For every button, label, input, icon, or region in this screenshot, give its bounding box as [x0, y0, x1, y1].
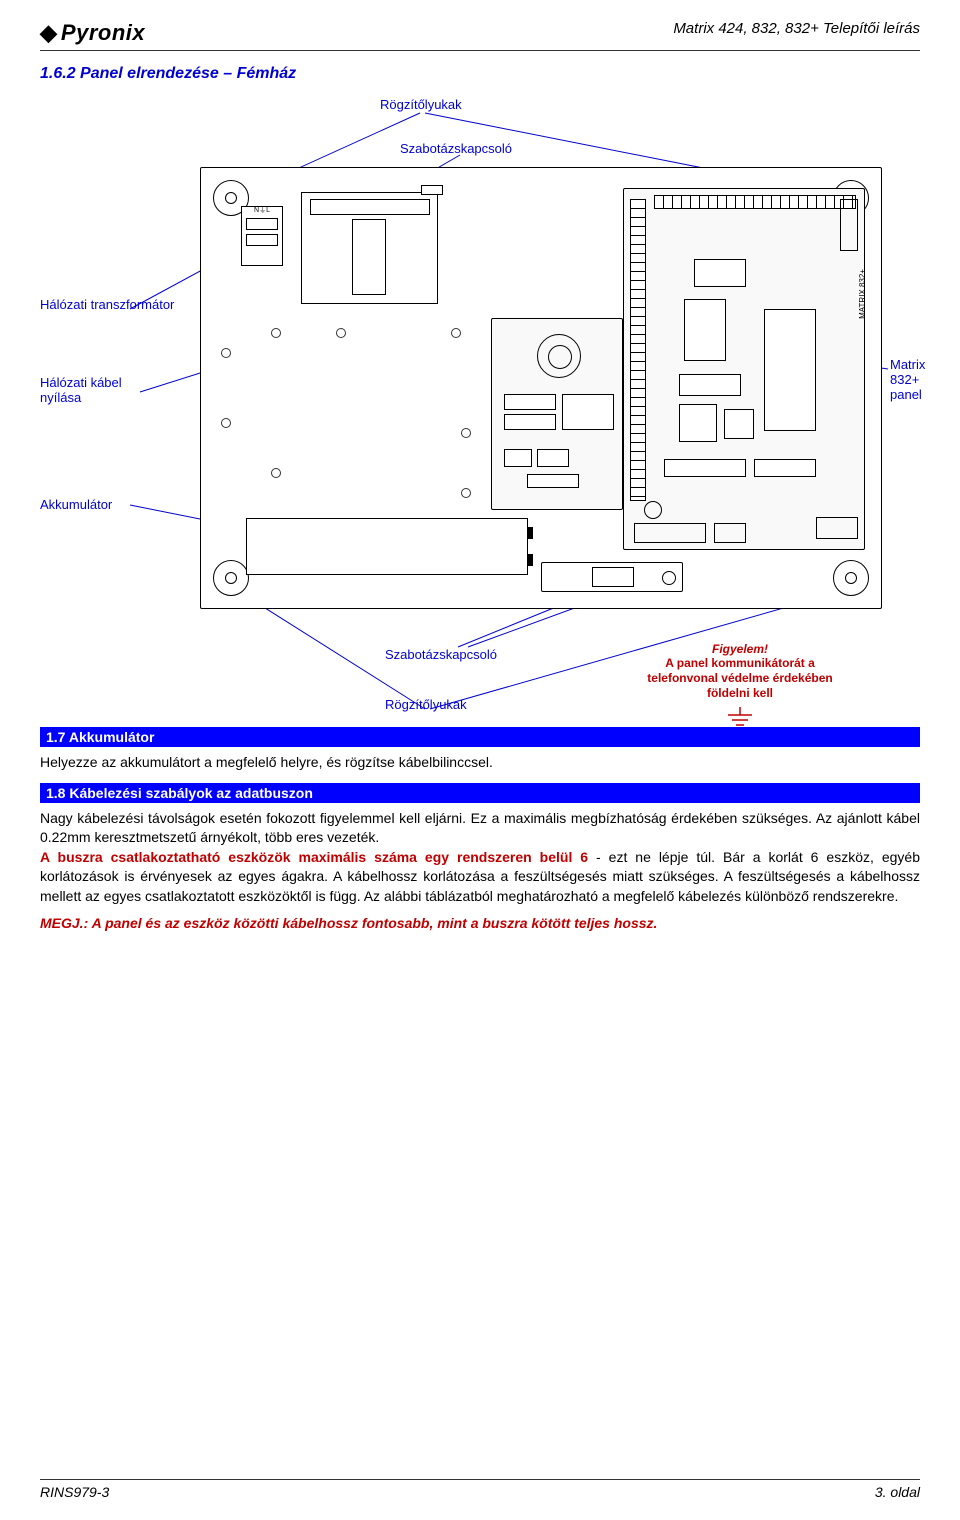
- chip: [504, 449, 532, 467]
- connector: [634, 523, 706, 543]
- warning-l1: A panel kommunikátorát a: [610, 656, 870, 671]
- terminal-strip-top: [654, 195, 856, 209]
- ic: [664, 459, 746, 477]
- callout-mains-entry: Hálózati kábel nyílása: [40, 375, 190, 405]
- knockout: [336, 328, 346, 338]
- ic: [724, 409, 754, 439]
- ic-large: [764, 309, 816, 431]
- enclosure-outline: N⏚L: [200, 167, 882, 609]
- callout-mount-bottom: Rögzítőlyukak: [385, 697, 467, 712]
- mains-label: N⏚L: [242, 207, 282, 214]
- speaker-inner: [548, 345, 572, 369]
- chip: [527, 474, 579, 488]
- page-header: ◆ Pyronix Matrix 424, 832, 832+ Telepítő…: [40, 20, 920, 51]
- callout-battery: Akkumulátor: [40, 497, 112, 512]
- tamper-lever: [592, 567, 634, 587]
- ic: [679, 374, 741, 396]
- mount-hole-br: [833, 560, 869, 596]
- battery-outline: [246, 518, 528, 575]
- section-18-note: MEGJ.: A panel és az eszköz közötti kábe…: [40, 915, 920, 931]
- page: ◆ Pyronix Matrix 424, 832, 832+ Telepítő…: [0, 0, 960, 1520]
- chip: [504, 394, 556, 410]
- ic: [694, 259, 746, 287]
- callout-mount-top: Rögzítőlyukak: [380, 97, 462, 112]
- component-cap: [644, 501, 662, 519]
- chip: [537, 449, 569, 467]
- section-18-p1: Nagy kábelezési távolságok esetén fokozo…: [40, 809, 920, 907]
- warning-l3: földelni kell: [610, 686, 870, 701]
- voice-module-pcb: [491, 318, 623, 510]
- battery-terminal: [527, 527, 533, 539]
- transformer: [301, 192, 438, 304]
- sec18-p1-red: A buszra csatlakoztatható eszközök maxim…: [40, 849, 588, 865]
- tamper-switch-top: [421, 185, 443, 195]
- section-18-bar: 1.8 Kábelezési szabályok az adatbuszon: [40, 783, 920, 803]
- logo-text: Pyronix: [61, 20, 145, 46]
- footer-right: 3. oldal: [875, 1484, 920, 1500]
- pcb-label: MATRIX 832+: [858, 269, 867, 319]
- callout-main-panel: Matrix 832+ panel: [890, 357, 925, 402]
- section-17-text: Helyezze az akkumulátort a megfelelő hel…: [40, 753, 920, 773]
- callout-mainpanel-l2: panel: [890, 387, 925, 402]
- logo-mark-icon: ◆: [40, 20, 57, 46]
- page-footer: RINS979-3 3. oldal: [40, 1479, 920, 1500]
- tamper-switch-bottom: [541, 562, 683, 592]
- panel-diagram: Rögzítőlyukak Szabotázskapcsoló Hálózati…: [40, 97, 920, 717]
- knockout: [451, 328, 461, 338]
- battery-terminal: [527, 554, 533, 566]
- chip: [504, 414, 556, 430]
- callout-mains-xfmr: Hálózati transzformátor: [40, 297, 190, 312]
- tamper-contact: [662, 571, 676, 585]
- main-panel-pcb: MATRIX 832+: [623, 188, 865, 550]
- footer-left: RINS979-3: [40, 1484, 109, 1500]
- section-162-title: 1.6.2 Panel elrendezése – Fémház: [40, 65, 920, 83]
- callout-tamper-bottom: Szabotázskapcsoló: [385, 647, 497, 662]
- callout-tamper-top: Szabotázskapcsoló: [400, 141, 512, 156]
- terminal-row: [246, 234, 278, 246]
- knockout: [221, 348, 231, 358]
- ic: [754, 459, 816, 477]
- knockout: [461, 428, 471, 438]
- chip: [562, 394, 614, 430]
- ground-icon: [725, 707, 755, 731]
- ic: [684, 299, 726, 361]
- speaker-icon: [537, 334, 581, 378]
- knockout: [271, 328, 281, 338]
- terminal-block: [840, 199, 858, 251]
- knockout: [271, 468, 281, 478]
- terminal-strip-left: [630, 199, 646, 501]
- mains-terminal: N⏚L: [241, 206, 283, 266]
- callout-mains-entry-l1: Hálózati kábel: [40, 375, 190, 390]
- terminal-row: [246, 218, 278, 230]
- warning-box: Figyelem! A panel kommunikátorát a telef…: [610, 642, 870, 701]
- connector: [714, 523, 746, 543]
- warning-title: Figyelem!: [610, 642, 870, 656]
- knockout: [221, 418, 231, 428]
- doc-title: Matrix 424, 832, 832+ Telepítői leírás: [673, 20, 920, 37]
- callout-mains-entry-l2: nyílása: [40, 390, 190, 405]
- warning-l2: telefonvonal védelme érdekében: [610, 671, 870, 686]
- xfmr-top: [310, 199, 430, 215]
- logo: ◆ Pyronix: [40, 20, 145, 46]
- ic: [679, 404, 717, 442]
- knockout: [461, 488, 471, 498]
- mount-hole-bl: [213, 560, 249, 596]
- xfmr-core: [352, 219, 386, 295]
- sec18-p1a: Nagy kábelezési távolságok esetén fokozo…: [40, 810, 920, 846]
- section-17-bar: 1.7 Akkumulátor: [40, 727, 920, 747]
- callout-mainpanel-l1: Matrix 832+: [890, 357, 925, 387]
- terminal-block: [816, 517, 858, 539]
- callout-mains-xfmr-text: Hálózati transzformátor: [40, 297, 174, 312]
